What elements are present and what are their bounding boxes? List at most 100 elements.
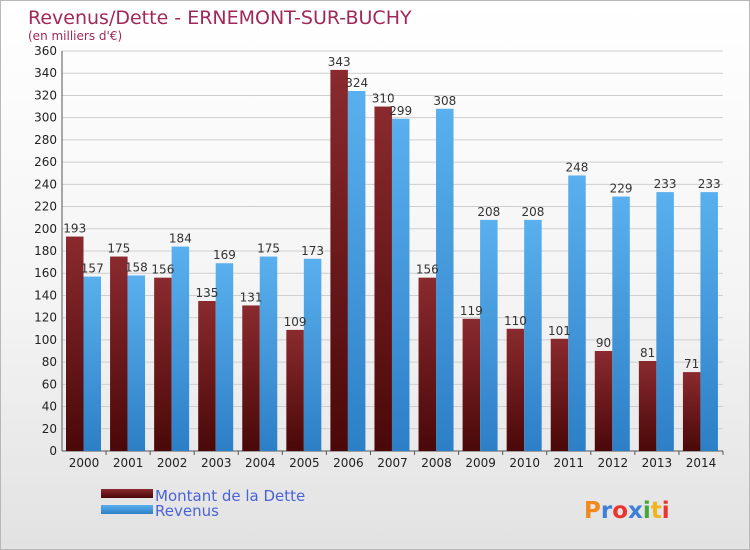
x-tick-label: 2010: [509, 456, 540, 470]
x-tick-label: 2013: [642, 456, 673, 470]
data-label: 169: [213, 248, 236, 262]
proxiti-logo-text: Proxiti: [584, 498, 670, 524]
data-label: 158: [125, 260, 148, 274]
x-tick-label: 2012: [598, 456, 629, 470]
data-label: 208: [521, 205, 544, 219]
bar-debt: [198, 301, 216, 451]
bar-revenus: [127, 275, 146, 451]
bar-debt: [154, 277, 172, 451]
bar-debt: [418, 277, 437, 451]
y-tick-label: 160: [34, 266, 57, 280]
bar-revenus: [612, 196, 630, 451]
x-tick-label: 2004: [245, 456, 276, 470]
bar-debt: [594, 351, 613, 451]
data-label: 110: [504, 314, 527, 328]
logo-letter: i: [662, 498, 670, 524]
x-tick-label: 2002: [157, 456, 188, 470]
legend-swatch-debt: [101, 489, 153, 498]
y-tick-label: 60: [42, 377, 57, 391]
x-axis: 2000 2001 2002 2003 2004 2005 2006 2007 2008 2009…: [69, 451, 724, 470]
bar-debt: [242, 305, 260, 451]
bar-revenus: [391, 118, 410, 452]
x-tick-label: 2005: [289, 456, 320, 470]
x-tick-label: 2006: [333, 456, 364, 470]
y-tick-label: 300: [34, 111, 57, 125]
y-tick-label: 200: [34, 222, 57, 236]
y-tick-label: 340: [34, 66, 57, 80]
bar-debt: [110, 256, 128, 451]
y-axis: 0 20 40 60 80 100 120 140 160 180 200 220 240 260 280 3…: [34, 44, 57, 458]
y-tick-label: 40: [42, 400, 57, 414]
bar-revenus: [259, 256, 278, 451]
data-label: 119: [460, 304, 483, 318]
bar-debt: [330, 69, 348, 451]
y-tick-label: 180: [34, 244, 57, 258]
x-tick-label: 2008: [421, 456, 452, 470]
bar-debt: [462, 318, 481, 451]
logo-letter: r: [601, 498, 613, 524]
bar-revenus: [215, 263, 234, 451]
bar-debt: [66, 236, 84, 451]
bar-revenus: [83, 276, 101, 451]
data-label: 229: [610, 182, 633, 196]
bar-debt: [286, 329, 304, 451]
data-label: 101: [548, 324, 571, 338]
y-tick-label: 220: [34, 200, 57, 214]
bar-debt: [550, 338, 569, 451]
x-tick-label: 2007: [377, 456, 408, 470]
y-tick-label: 360: [34, 44, 57, 58]
data-label: 157: [81, 262, 104, 276]
y-tick-label: 100: [34, 333, 57, 347]
data-label: 90: [596, 336, 611, 350]
data-label: 81: [640, 346, 655, 360]
data-label: 156: [416, 263, 439, 277]
legend-swatch-revenus: [101, 505, 153, 514]
x-tick-label: 2011: [553, 456, 584, 470]
data-label: 175: [107, 242, 130, 256]
y-tick-label: 0: [49, 444, 57, 458]
data-label: 233: [698, 177, 721, 191]
y-tick-label: 240: [34, 177, 57, 191]
legend: Montant de la Dette Revenus: [101, 487, 305, 520]
data-label: 131: [240, 290, 263, 304]
bar-revenus: [347, 91, 366, 451]
y-tick-label: 120: [34, 311, 57, 325]
y-tick-label: 320: [34, 88, 57, 102]
data-label: 173: [301, 244, 324, 258]
bar-revenus: [656, 192, 674, 451]
legend-label-revenus: Revenus: [155, 502, 219, 520]
y-tick-label: 140: [34, 288, 57, 302]
data-label: 308: [433, 94, 456, 108]
bar-debt: [506, 328, 525, 451]
data-label: 135: [195, 286, 218, 300]
bar-revenus: [700, 192, 718, 451]
logo-letter: P: [584, 498, 601, 524]
data-label: 208: [477, 205, 500, 219]
bar-revenus: [436, 108, 454, 452]
bar-revenus: [480, 219, 498, 451]
data-label: 324: [345, 76, 368, 90]
y-tick-label: 260: [34, 155, 57, 169]
data-label: 175: [257, 242, 280, 256]
x-tick-label: 2001: [113, 456, 144, 470]
logo-letter: t: [651, 498, 662, 524]
bar-debt: [638, 361, 657, 451]
bar-revenus: [524, 219, 542, 451]
data-label: 310: [372, 92, 395, 106]
logo-letter: i: [643, 498, 651, 524]
data-label: 343: [328, 55, 351, 69]
data-label: 299: [389, 104, 412, 118]
data-label: 156: [151, 263, 174, 277]
bar-revenus: [171, 246, 190, 451]
x-tick-label: 2014: [686, 456, 717, 470]
bar-debt: [682, 372, 701, 451]
data-label: 109: [284, 315, 307, 329]
data-label: 233: [654, 177, 677, 191]
legend-label-debt: Montant de la Dette: [155, 487, 305, 505]
bar-revenus: [568, 175, 586, 451]
chart-subtitle: (en milliers d'€): [28, 29, 122, 43]
data-label: 71: [684, 357, 699, 371]
y-tick-label: 20: [42, 422, 57, 436]
data-label: 193: [63, 222, 86, 236]
